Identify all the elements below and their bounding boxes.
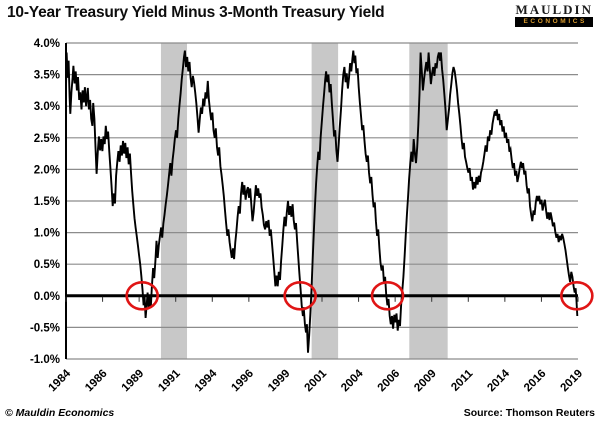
x-axis-label: 1986	[83, 368, 110, 395]
page-title: 10-Year Treasury Yield Minus 3-Month Tre…	[7, 4, 385, 21]
y-axis-label: 4.0%	[34, 38, 60, 50]
y-axis-label: -1.0%	[30, 354, 60, 366]
inversion-circle	[560, 280, 594, 311]
x-axis-label: 2006	[376, 368, 403, 395]
x-axis-label: 1989	[120, 368, 147, 395]
mauldin-economics-logo: MAULDIN ECONOMICS	[515, 3, 593, 27]
y-axis-label: -0.5%	[30, 322, 60, 334]
x-axis-label: 1994	[193, 367, 220, 394]
y-axis-label: 0.5%	[34, 259, 60, 271]
logo-wordmark-economics: ECONOMICS	[515, 17, 593, 27]
y-axis-label: 2.0%	[34, 164, 60, 176]
x-axis-label: 1999	[266, 368, 293, 395]
x-axis-label: 2019	[559, 368, 586, 395]
y-axis-label: 1.0%	[34, 228, 60, 240]
x-axis-label: 1991	[156, 367, 183, 394]
y-axis-label: 3.5%	[34, 70, 60, 82]
x-axis-label: 2011	[449, 367, 476, 394]
x-axis-label: 2016	[522, 368, 549, 395]
source-note: Source: Thomson Reuters	[463, 407, 595, 419]
inversion-circle	[370, 280, 405, 311]
inversion-circle	[283, 280, 317, 311]
inversion-circle	[125, 280, 159, 311]
copyright-note: © Mauldin Economics	[5, 407, 115, 419]
x-axis-label: 1984	[47, 367, 74, 394]
y-axis-label: 0.0%	[34, 291, 60, 303]
spread-line	[65, 50, 579, 353]
x-axis-label: 2004	[339, 367, 366, 394]
x-axis-label: 1996	[229, 368, 256, 395]
logo-wordmark-mauldin: MAULDIN	[515, 2, 593, 17]
y-axis-label: 3.0%	[34, 101, 60, 113]
x-axis-label: 2001	[303, 367, 330, 394]
y-axis-label: 2.5%	[34, 133, 60, 145]
y-axis-label: 1.5%	[34, 196, 60, 208]
x-axis-label: 2009	[412, 368, 439, 395]
x-axis-label: 2014	[485, 367, 512, 394]
